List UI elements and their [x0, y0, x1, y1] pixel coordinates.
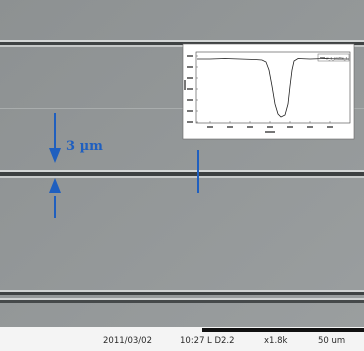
- width-measurement-arrows: [49, 113, 61, 218]
- magnification: x1.8k: [264, 336, 288, 346]
- etched-line: [0, 290, 364, 303]
- info-bar: 2011/03/02 10:27 L D2.2 x1.8k 50 um: [0, 327, 364, 351]
- faint-line: [0, 108, 364, 109]
- width-label: 3 µm: [66, 139, 103, 154]
- profile-curve: [197, 58, 349, 118]
- acquisition-date: 2011/03/02: [103, 336, 152, 346]
- detector-setting: L D2.2: [207, 336, 235, 346]
- acquisition-time: 10:27: [180, 336, 205, 346]
- etched-line: [0, 170, 364, 178]
- scale-label: 50 um: [318, 336, 346, 346]
- etched-line: [0, 40, 364, 47]
- scale-bar: [202, 328, 364, 332]
- profile-inset-plot: w_1_profile_1: [182, 43, 355, 140]
